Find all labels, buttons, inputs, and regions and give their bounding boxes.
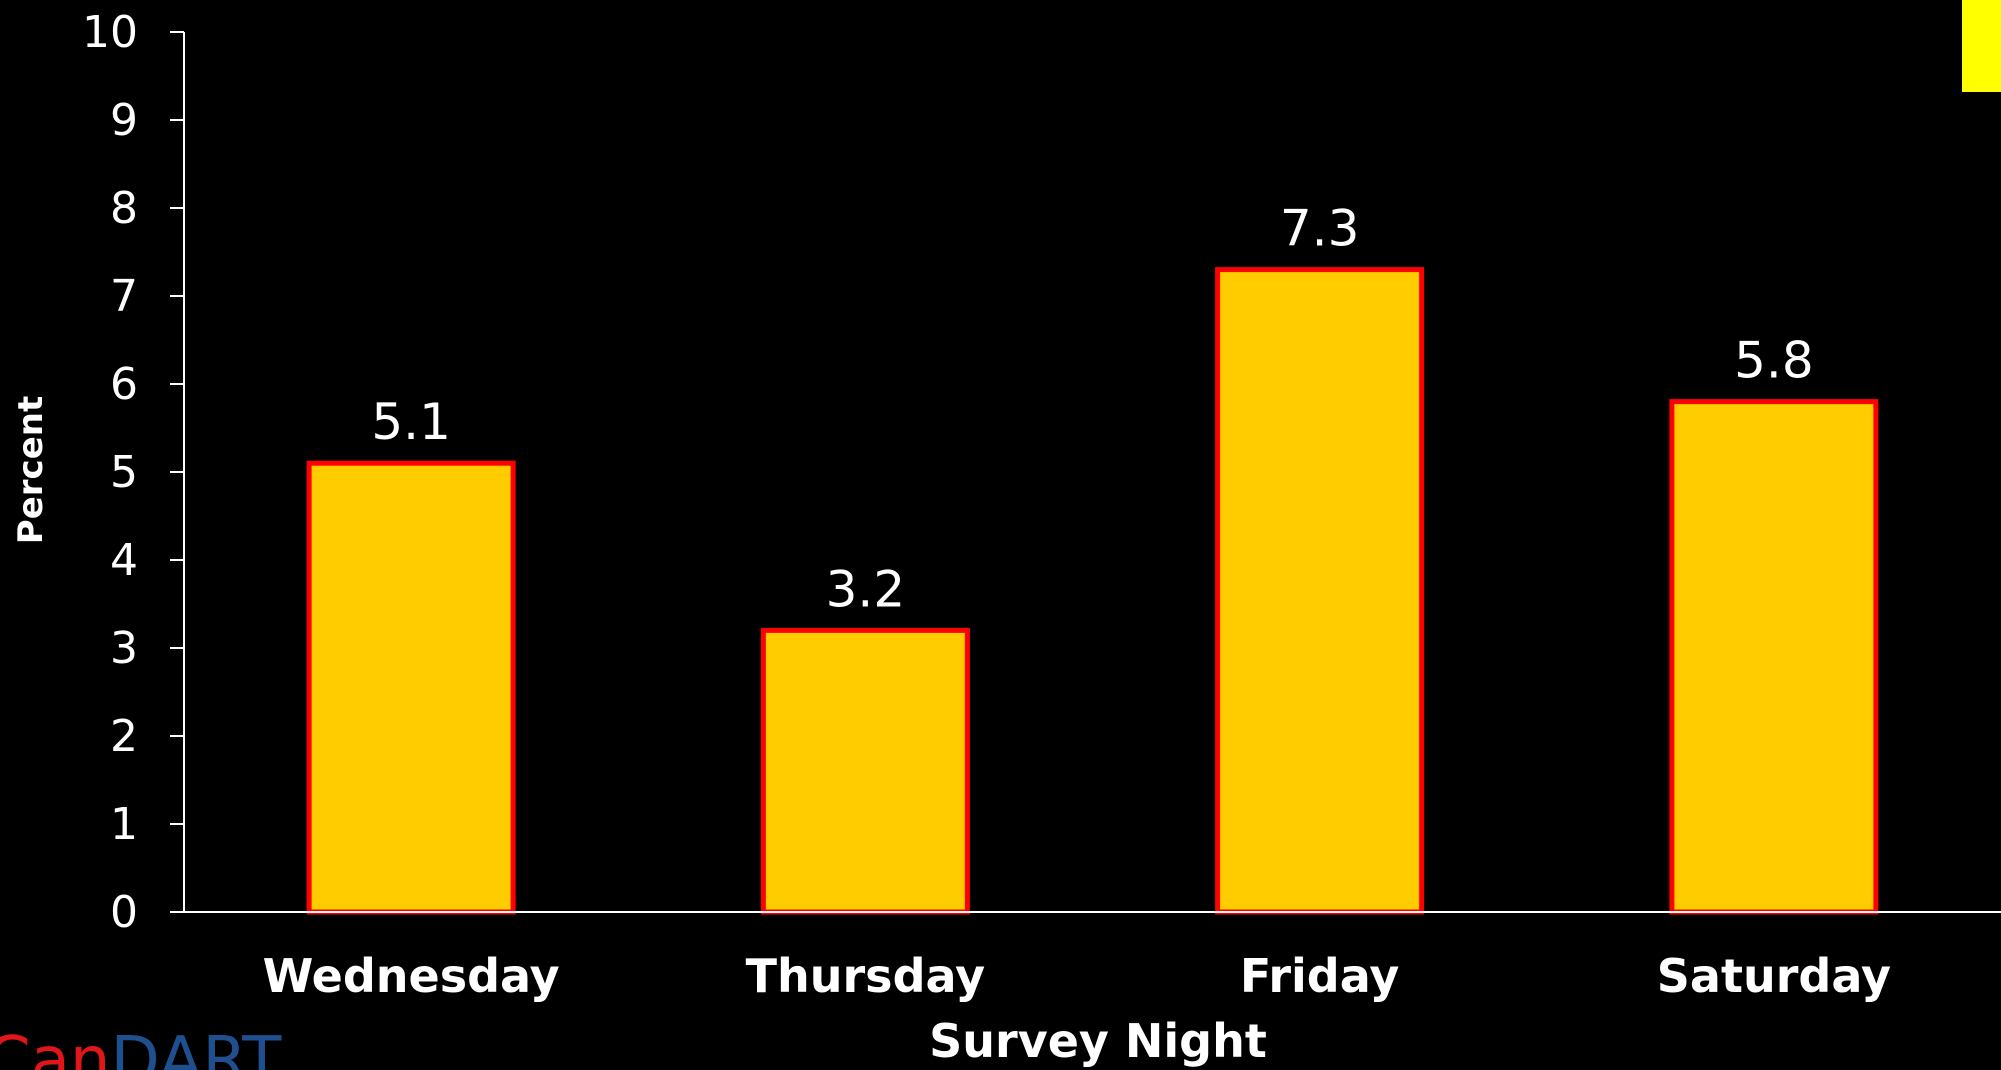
y-tick-label: 4 (110, 535, 138, 586)
y-tick-label: 10 (82, 7, 138, 58)
y-axis-title: Percent (11, 396, 51, 544)
category-labels-group: Wednesday Thursday Friday Saturday (263, 949, 1891, 1003)
logo-part-2: DART (110, 1024, 282, 1070)
data-labels-group: 5.1 3.2 7.3 5.8 (371, 200, 1813, 619)
category-label: Saturday (1657, 949, 1891, 1003)
logo: CanDART (0, 1024, 282, 1070)
title-fragment-block (1962, 0, 2001, 92)
bar-friday (1215, 267, 1425, 915)
category-label: Thursday (746, 949, 985, 1003)
y-tick-label: 6 (110, 359, 138, 410)
y-tick-label: 0 (110, 887, 138, 938)
y-tick-label: 3 (110, 623, 138, 674)
y-tick-label: 9 (110, 95, 138, 146)
bar-thursday (760, 627, 970, 915)
data-label: 3.2 (826, 560, 906, 618)
bars-group (306, 267, 1879, 915)
category-label: Friday (1240, 949, 1399, 1003)
y-tick-label: 2 (110, 711, 138, 762)
y-tick-label: 5 (110, 447, 138, 498)
category-label: Wednesday (263, 949, 560, 1003)
bar-saturday (1669, 399, 1879, 915)
y-tick-label: 1 (110, 799, 138, 850)
data-label: 5.1 (371, 393, 451, 451)
logo-part-1: Can (0, 1024, 110, 1070)
y-axis-ticks: 0 1 2 3 4 5 6 7 8 9 10 (82, 7, 184, 938)
x-axis-title: Survey Night (929, 1014, 1267, 1068)
y-tick-label: 8 (110, 183, 138, 234)
bar-wednesday (306, 460, 516, 915)
data-label: 5.8 (1734, 332, 1814, 390)
y-tick-label: 7 (110, 271, 138, 322)
data-label: 7.3 (1280, 200, 1360, 258)
